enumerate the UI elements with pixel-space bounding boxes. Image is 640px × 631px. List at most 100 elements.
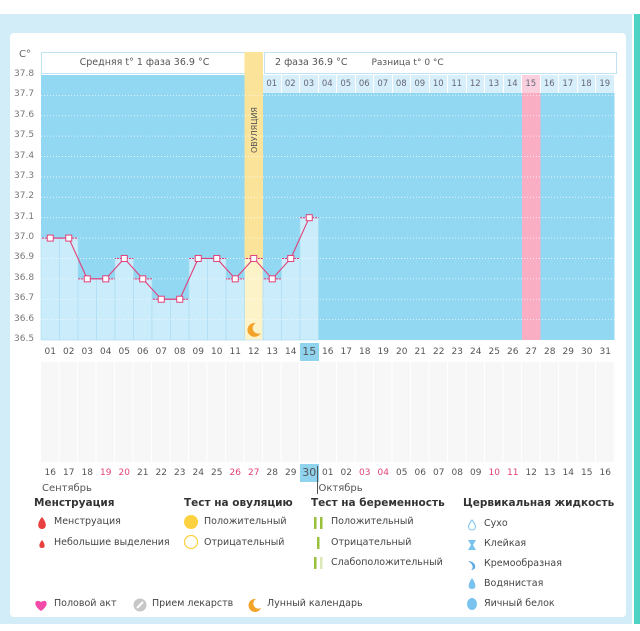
phase2-day-label: 15 [522,75,541,93]
calendar-date[interactable]: 05 [396,468,408,478]
legend-cervical-creamy-label: Кремообразная [484,558,562,569]
calendar-date[interactable]: 26 [229,468,241,478]
cycle-day[interactable]: 26 [507,347,519,357]
cycle-day[interactable]: 14 [285,347,297,357]
calendar-date[interactable]: 28 [266,468,278,478]
calendar-date[interactable]: 07 [433,468,445,478]
cycle-day[interactable]: 17 [340,347,352,357]
cycle-day[interactable]: 11 [229,347,241,357]
cycle-day[interactable]: 29 [562,347,574,357]
legend-moon-label: Лунный календарь [267,598,363,609]
calendar-date[interactable]: 22 [155,468,167,478]
cycle-day[interactable]: 03 [81,347,93,357]
cycle-day[interactable]: 05 [118,347,130,357]
legend-cervical-sticky-icon [466,537,478,556]
calendar-date[interactable]: 03 [359,468,371,478]
cycle-day[interactable]: 09 [192,347,204,357]
calendar-date[interactable]: 11 [507,468,519,478]
legend-spotting-icon-svg [39,540,45,548]
calendar-date[interactable]: 14 [562,468,574,478]
calendar-date[interactable]: 01 [322,468,334,478]
cycle-day[interactable]: 04 [100,347,112,357]
y-tick-label: 37.7 [14,89,35,100]
cycle-day[interactable]: 18 [359,347,371,357]
calendar-date[interactable]: 29 [285,468,297,478]
y-tick-label: 37.0 [14,232,35,243]
cycle-day[interactable]: 15 [300,343,319,361]
legend-ovulation-negative-icon-svg [183,534,199,550]
calendar-date[interactable]: 02 [340,468,352,478]
phase2-day-label: 01 [263,75,282,93]
y-tick-label: 36.7 [14,293,35,304]
cycle-day[interactable]: 02 [63,347,75,357]
legend-cervical-egg-white-icon [466,596,478,615]
temperature-bar [207,258,227,341]
legend-medication-label: Прием лекарств [152,598,234,609]
cycle-day[interactable]: 30 [581,347,593,357]
side-panel-toggle[interactable] [634,14,640,624]
legend-title-pregnancy-test: Тест на беременность [311,497,445,509]
calendar-date[interactable]: 19 [100,468,112,478]
legend-pregnancy-weak-label: Слабоположительный [331,557,443,568]
calendar-date[interactable]: 08 [451,468,463,478]
temperature-point [176,295,184,303]
cycle-day[interactable]: 06 [137,347,149,357]
cycle-day[interactable]: 25 [488,347,500,357]
calendar-date[interactable]: 16 [599,468,611,478]
cycle-day[interactable]: 08 [174,347,186,357]
marker-grid [41,362,615,462]
cycle-day[interactable]: 01 [44,347,56,357]
calendar-date[interactable]: 09 [470,468,482,478]
cycle-day[interactable]: 27 [525,347,537,357]
cycle-day[interactable]: 31 [599,347,611,357]
cycle-day[interactable]: 13 [266,347,278,357]
phase2-day-label: 19 [596,75,615,93]
temperature-point [287,254,295,262]
calendar-date[interactable]: 24 [192,468,204,478]
legend-cervical-creamy-icon [466,557,478,576]
calendar-date[interactable]: 30 [300,464,319,482]
legend-moon-icon [248,597,262,616]
calendar-date[interactable]: 04 [377,468,389,478]
calendar-date[interactable]: 17 [63,468,75,478]
calendar-date[interactable]: 25 [211,468,223,478]
temperature-point [194,254,202,262]
calendar-date[interactable]: 06 [414,468,426,478]
legend-cervical-egg-white-icon-svg [467,598,477,610]
phase2-day-label: 10 [429,75,448,93]
calendar-date[interactable]: 23 [174,468,186,478]
calendar-date[interactable]: 16 [44,468,56,478]
legend-pregnancy-weak-icon [313,555,327,574]
legend-pregnancy-positive-label: Положительный [331,516,414,527]
y-tick-label: 36.6 [14,313,35,324]
moon-icon [247,322,261,337]
calendar-date[interactable]: 21 [137,468,149,478]
legend-cervical-egg-white-label: Яичный белок [484,598,555,609]
cycle-day[interactable]: 21 [414,347,426,357]
legend-pregnancy-negative-label: Отрицательный [331,537,412,548]
calendar-date[interactable]: 27 [248,468,260,478]
legend-title-cervical: Цервикальная жидкость [463,497,615,509]
cycle-day[interactable]: 16 [322,347,334,357]
cycle-day[interactable]: 10 [211,347,223,357]
calendar-date[interactable]: 20 [118,468,130,478]
temperature-bar [40,237,60,341]
cycle-day[interactable]: 12 [248,347,260,357]
calendar-date[interactable]: 18 [81,468,93,478]
calendar-date[interactable]: 10 [488,468,500,478]
cycle-day[interactable]: 24 [470,347,482,357]
calendar-date[interactable]: 12 [525,468,537,478]
phase2-day-label: 13 [485,75,504,93]
cycle-day[interactable]: 23 [451,347,463,357]
calendar-date[interactable]: 15 [581,468,593,478]
cycle-day[interactable]: 28 [544,347,556,357]
calendar-date[interactable]: 13 [544,468,556,478]
temperature-point [305,214,313,222]
cycle-day[interactable]: 20 [396,347,408,357]
y-tick-label: 37.2 [14,191,35,202]
cycle-day[interactable]: 22 [433,347,445,357]
phase2-day-label: 09 [411,75,430,93]
cycle-day[interactable]: 19 [377,347,389,357]
cycle-day[interactable]: 07 [155,347,167,357]
y-tick-label: 37.4 [14,150,35,161]
